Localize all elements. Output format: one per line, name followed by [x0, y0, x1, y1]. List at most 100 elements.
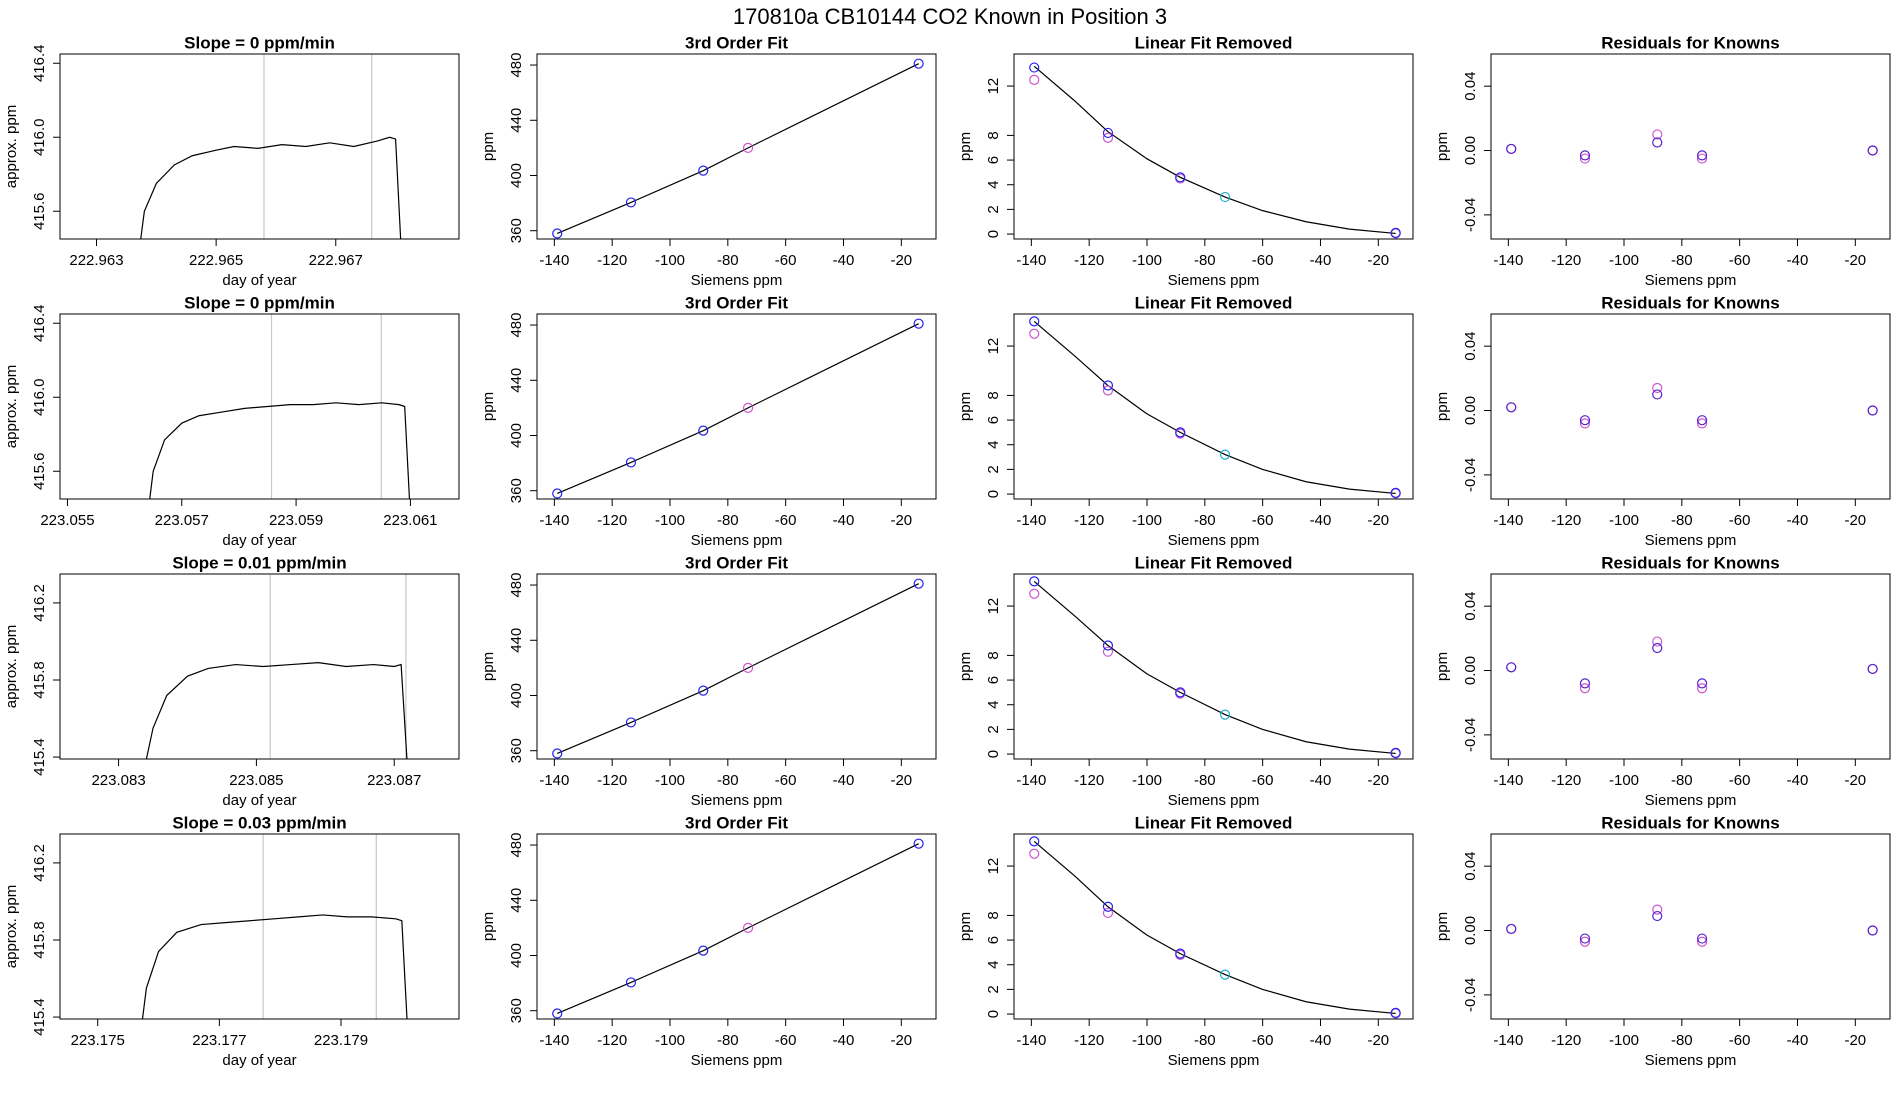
y-tick-label: 480	[508, 53, 525, 78]
y-axis-label: approx. ppm	[3, 625, 20, 708]
chart-title: 3rd Order Fit	[685, 293, 788, 312]
data-point	[1102, 132, 1114, 143]
data-point	[1696, 936, 1708, 947]
data-point	[1652, 904, 1663, 915]
x-tick-label: 223.059	[269, 512, 323, 529]
y-tick-label: 0	[985, 490, 1002, 498]
y-tick-label: 6	[985, 156, 1002, 164]
x-tick-label: -80	[1194, 512, 1216, 529]
plot-frame	[59, 313, 460, 500]
x-tick-label: 223.087	[367, 772, 421, 789]
x-tick-label: -40	[833, 512, 855, 529]
y-tick-label: 8	[985, 131, 1002, 139]
data-point	[742, 922, 754, 933]
x-tick-label: 223.177	[192, 1032, 246, 1049]
data-point	[1102, 640, 1114, 651]
x-tick-label: -60	[1252, 512, 1274, 529]
x-tick-label: -20	[890, 772, 912, 789]
x-tick-label: 223.175	[71, 1032, 125, 1049]
data-point	[1029, 836, 1040, 847]
y-tick-label: 416.2	[31, 584, 48, 622]
x-tick-label: -20	[1367, 772, 1389, 789]
chart-title: Residuals for Knowns	[1601, 553, 1780, 572]
y-tick-label: 6	[985, 676, 1002, 684]
chart-title: Linear Fit Removed	[1135, 293, 1293, 312]
x-tick-label: -80	[717, 512, 739, 529]
y-tick-label: 360	[508, 478, 525, 503]
data-point	[625, 197, 637, 208]
y-tick-label: 8	[985, 391, 1002, 399]
x-tick-label: -20	[1844, 512, 1866, 529]
x-tick-label: -100	[655, 772, 685, 789]
data-point	[1696, 415, 1708, 426]
y-axis-label: ppm	[1434, 392, 1451, 421]
x-tick-label: -140	[539, 772, 569, 789]
x-tick-label: -20	[1844, 1032, 1866, 1049]
y-tick-label: 6	[985, 416, 1002, 424]
y-tick-label: 12	[985, 78, 1002, 95]
data-point	[1029, 74, 1040, 86]
x-axis-label: Siemens ppm	[1645, 792, 1737, 809]
data-point	[1029, 576, 1040, 587]
x-tick-label: -120	[1551, 512, 1581, 529]
y-tick-label: 4	[985, 441, 1002, 449]
plot-frame	[1013, 53, 1414, 240]
data-point	[1867, 925, 1878, 936]
data-point	[1579, 415, 1591, 426]
data-point	[1029, 316, 1040, 327]
y-tick-label: 0.04	[1462, 332, 1479, 361]
x-tick-label: -60	[1252, 772, 1274, 789]
data-line	[145, 662, 408, 759]
y-tick-label: 440	[508, 888, 525, 913]
x-tick-label: -40	[833, 252, 855, 269]
data-point	[1652, 642, 1663, 654]
x-axis-label: Siemens ppm	[691, 532, 783, 549]
data-point	[1029, 62, 1040, 73]
data-point	[1579, 933, 1591, 944]
y-tick-label: 2	[985, 465, 1002, 473]
x-tick-label: 223.179	[314, 1032, 368, 1049]
x-tick-label: -80	[1671, 512, 1693, 529]
x-tick-label: 223.085	[229, 772, 283, 789]
x-tick-label: -40	[833, 772, 855, 789]
x-tick-label: -60	[1729, 512, 1751, 529]
data-point	[1696, 153, 1708, 164]
x-tick-label: -40	[1310, 512, 1332, 529]
x-axis-label: Siemens ppm	[691, 272, 783, 289]
x-tick-label: -100	[655, 252, 685, 269]
data-line	[557, 583, 919, 755]
y-tick-label: 4	[985, 701, 1002, 709]
y-axis-label: ppm	[480, 392, 497, 421]
x-tick-label: -80	[717, 772, 739, 789]
data-point	[1219, 191, 1231, 203]
y-tick-label: 416.2	[31, 844, 48, 882]
data-point	[698, 165, 709, 176]
y-tick-label: 360	[508, 998, 525, 1023]
y-tick-label: 440	[508, 368, 525, 393]
data-point	[698, 945, 709, 956]
x-tick-label: -100	[1132, 252, 1162, 269]
y-axis-label: ppm	[957, 132, 974, 161]
data-point	[1579, 153, 1591, 164]
data-point	[552, 488, 563, 499]
plot-frame	[1013, 313, 1414, 500]
x-tick-label: -20	[1367, 252, 1389, 269]
data-point	[1652, 137, 1663, 148]
x-tick-label: 223.083	[91, 772, 145, 789]
data-point	[1579, 683, 1591, 694]
y-tick-label: 12	[985, 858, 1002, 875]
y-tick-label: 2	[985, 985, 1002, 993]
y-tick-label: 360	[508, 738, 525, 763]
plot-frame	[536, 833, 937, 1020]
data-point	[1506, 143, 1517, 155]
data-point	[1652, 636, 1663, 647]
x-tick-label: -100	[1609, 1032, 1639, 1049]
x-tick-label: -120	[597, 252, 627, 269]
y-axis-label: ppm	[1434, 652, 1451, 681]
x-axis-label: Siemens ppm	[1168, 272, 1260, 289]
x-tick-label: -100	[1609, 512, 1639, 529]
x-tick-label: -40	[1310, 772, 1332, 789]
data-point	[625, 457, 637, 468]
x-tick-label: -80	[1194, 252, 1216, 269]
